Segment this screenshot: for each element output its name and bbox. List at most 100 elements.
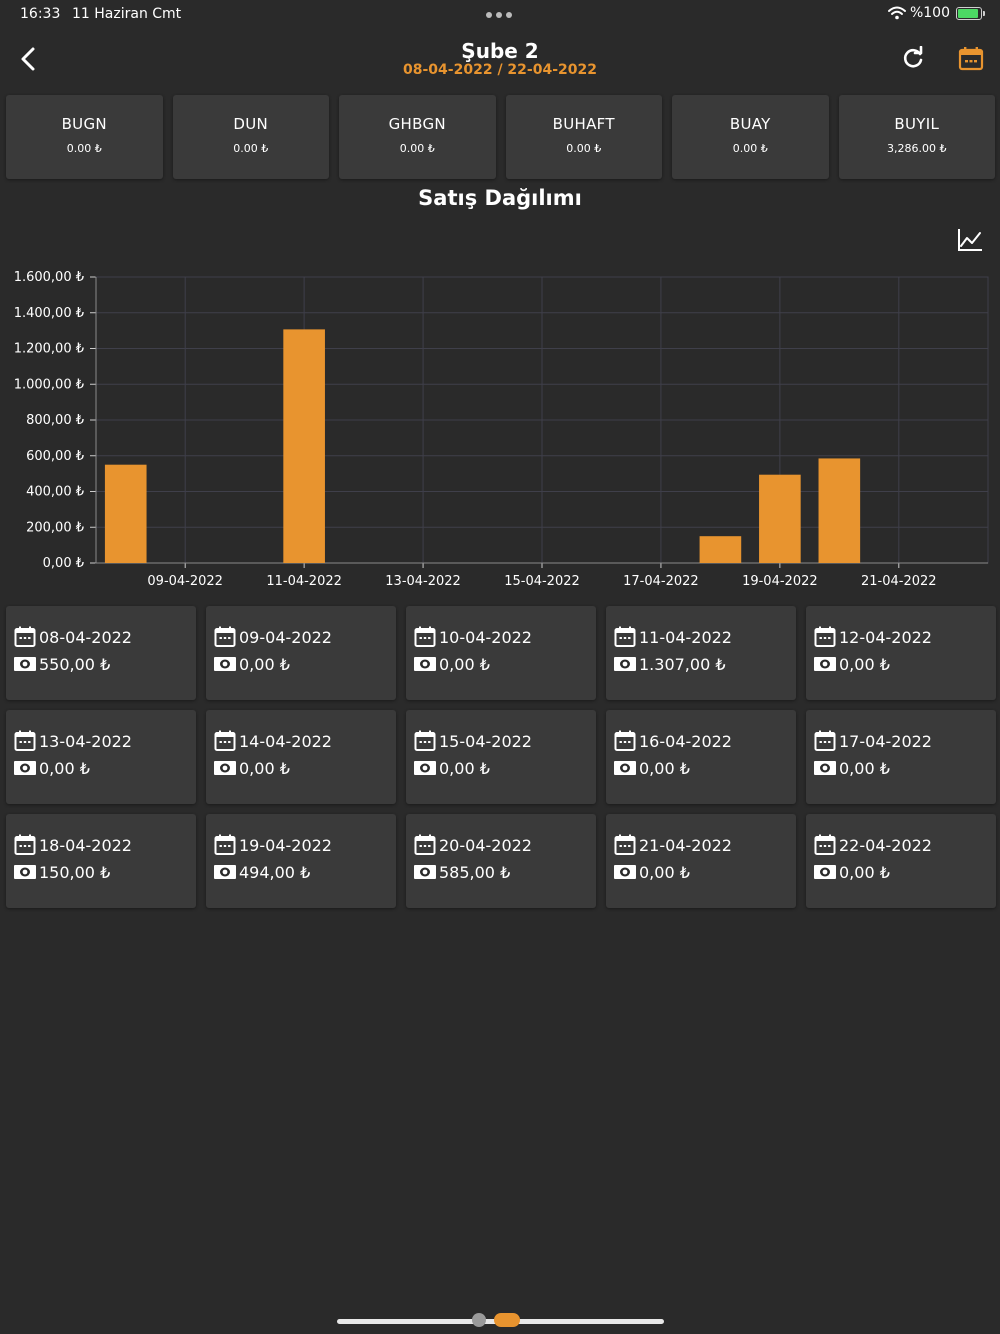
back-button[interactable] (14, 44, 42, 74)
day-card[interactable]: 20-04-2022 585,00 ₺ (406, 814, 596, 908)
money-icon (614, 761, 636, 775)
day-card[interactable]: 21-04-2022 0,00 ₺ (606, 814, 796, 908)
y-tick-label: 1.000,00 ₺ (14, 377, 84, 392)
summary-value: 0.00 ₺ (566, 142, 602, 155)
day-date: 17-04-2022 (839, 731, 932, 751)
calendar-icon (14, 730, 36, 751)
summary-card-ghbgn[interactable]: GHBGN 0.00 ₺ (339, 95, 496, 179)
daily-sales-grid: 08-04-2022 550,00 ₺ 09-04-2022 0,00 ₺ 10-04-… (6, 606, 996, 908)
calendar-icon (214, 730, 236, 751)
summary-value: 3,286.00 ₺ (887, 142, 947, 155)
page-dot-active[interactable] (494, 1313, 520, 1327)
day-amount: 0,00 ₺ (239, 758, 290, 778)
day-amount-row: 1.307,00 ₺ (614, 653, 796, 675)
day-card[interactable]: 10-04-2022 0,00 ₺ (406, 606, 596, 700)
summary-label: GHBGN (388, 115, 446, 133)
x-tick-label: 09-04-2022 (147, 574, 223, 589)
calendar-icon (614, 626, 636, 647)
day-card[interactable]: 19-04-2022 494,00 ₺ (206, 814, 396, 908)
y-tick-label: 1.400,00 ₺ (14, 306, 84, 321)
multitasking-dots-icon[interactable] (486, 12, 512, 18)
day-amount: 0,00 ₺ (439, 654, 490, 674)
calendar-icon (958, 47, 984, 71)
summary-card-buay[interactable]: BUAY 0.00 ₺ (672, 95, 829, 179)
x-tick-label: 21-04-2022 (861, 574, 937, 589)
summary-card-buyil[interactable]: BUYIL 3,286.00 ₺ (838, 95, 995, 179)
day-amount: 0,00 ₺ (639, 862, 690, 882)
y-tick-label: 600,00 ₺ (26, 449, 84, 464)
day-amount-row: 0,00 ₺ (214, 757, 396, 779)
y-tick-label: 0,00 ₺ (43, 556, 84, 571)
summary-card-dun[interactable]: DUN 0.00 ₺ (172, 95, 329, 179)
day-card[interactable]: 22-04-2022 0,00 ₺ (806, 814, 996, 908)
bar-11-04-2022 (283, 329, 325, 563)
day-card[interactable]: 14-04-2022 0,00 ₺ (206, 710, 396, 804)
y-tick-label: 1.600,00 ₺ (14, 270, 84, 285)
day-date-row: 10-04-2022 (414, 626, 596, 648)
day-date: 21-04-2022 (639, 835, 732, 855)
money-icon (214, 865, 236, 879)
day-card[interactable]: 11-04-2022 1.307,00 ₺ (606, 606, 796, 700)
day-date-row: 19-04-2022 (214, 834, 396, 856)
calendar-button[interactable] (958, 46, 984, 72)
money-icon (414, 657, 436, 671)
chart-title: Satış Dağılımı (418, 186, 582, 210)
day-date: 16-04-2022 (639, 731, 732, 751)
refresh-button[interactable] (900, 45, 926, 72)
day-card[interactable]: 18-04-2022 150,00 ₺ (6, 814, 196, 908)
page-indicator (472, 1313, 520, 1327)
status-indicators: %100 (887, 5, 985, 21)
day-amount: 0,00 ₺ (239, 654, 290, 674)
day-card[interactable]: 12-04-2022 0,00 ₺ (806, 606, 996, 700)
summary-label: DUN (233, 115, 269, 133)
calendar-icon (814, 626, 836, 647)
day-amount: 0,00 ₺ (439, 758, 490, 778)
day-date: 19-04-2022 (239, 835, 332, 855)
day-card[interactable]: 13-04-2022 0,00 ₺ (6, 710, 196, 804)
day-amount: 1.307,00 ₺ (639, 654, 726, 674)
day-date-row: 21-04-2022 (614, 834, 796, 856)
day-card[interactable]: 08-04-2022 550,00 ₺ (6, 606, 196, 700)
summary-value: 0.00 ₺ (233, 142, 269, 155)
day-card[interactable]: 15-04-2022 0,00 ₺ (406, 710, 596, 804)
day-date-row: 15-04-2022 (414, 730, 596, 752)
money-icon (214, 761, 236, 775)
day-amount: 0,00 ₺ (839, 758, 890, 778)
day-card[interactable]: 17-04-2022 0,00 ₺ (806, 710, 996, 804)
calendar-icon (814, 834, 836, 855)
summary-value: 0.00 ₺ (732, 142, 768, 155)
day-date: 11-04-2022 (639, 627, 732, 647)
day-date-row: 09-04-2022 (214, 626, 396, 648)
day-card[interactable]: 16-04-2022 0,00 ₺ (606, 710, 796, 804)
summary-card-bugn[interactable]: BUGN 0.00 ₺ (6, 95, 163, 179)
money-icon (614, 657, 636, 671)
money-icon (14, 865, 36, 879)
status-bar: 16:33 11 Haziran Cmt %100 (0, 0, 1000, 28)
page-dot[interactable] (472, 1313, 486, 1327)
day-amount: 0,00 ₺ (39, 758, 90, 778)
calendar-icon (614, 730, 636, 751)
money-icon (814, 657, 836, 671)
summary-card-buhaft[interactable]: BUHAFT 0.00 ₺ (505, 95, 662, 179)
day-date-row: 12-04-2022 (814, 626, 996, 648)
summary-value: 0.00 ₺ (66, 142, 102, 155)
day-date-row: 08-04-2022 (14, 626, 196, 648)
day-amount-row: 0,00 ₺ (214, 653, 396, 675)
x-tick-label: 17-04-2022 (623, 574, 699, 589)
money-icon (14, 761, 36, 775)
day-amount-row: 0,00 ₺ (614, 861, 796, 883)
money-icon (214, 657, 236, 671)
calendar-icon (414, 730, 436, 751)
day-date-row: 13-04-2022 (14, 730, 196, 752)
day-amount-row: 0,00 ₺ (14, 757, 196, 779)
day-date-row: 17-04-2022 (814, 730, 996, 752)
x-tick-label: 11-04-2022 (266, 574, 342, 589)
calendar-icon (214, 834, 236, 855)
x-tick-label: 13-04-2022 (385, 574, 461, 589)
bar-08-04-2022 (104, 464, 147, 563)
day-card[interactable]: 09-04-2022 0,00 ₺ (206, 606, 396, 700)
chart-type-button[interactable] (956, 226, 984, 254)
day-date-row: 11-04-2022 (614, 626, 796, 648)
y-tick-label: 800,00 ₺ (26, 413, 84, 428)
day-date: 12-04-2022 (839, 627, 932, 647)
